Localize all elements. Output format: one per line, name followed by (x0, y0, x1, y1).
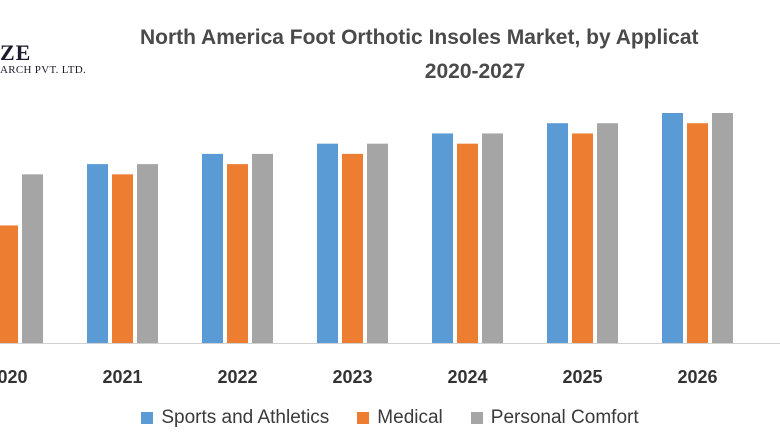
bar-2024-sports-and-athletics (432, 133, 453, 343)
bar-2023-sports-and-athletics (317, 143, 338, 343)
bar-2020-personal-comfort (22, 174, 43, 343)
bar-2025-personal-comfort (597, 123, 618, 343)
bar-2025-sports-and-athletics (547, 123, 568, 343)
bar-2022-sports-and-athletics (202, 153, 223, 343)
bar-2023-personal-comfort (367, 143, 388, 343)
legend-label: Medical (377, 407, 443, 428)
bar-2025-medical (572, 133, 593, 343)
legend-swatch (141, 412, 154, 424)
bar-2021-personal-comfort (137, 164, 158, 343)
legend-label: Personal Comfort (490, 407, 639, 428)
legend-item: Personal Comfort (470, 407, 639, 429)
company-logo: ZE ARCH PVT. LTD. (0, 40, 110, 77)
x-tick-label: 2026 (677, 367, 717, 387)
legend-label: Sports and Athletics (161, 407, 330, 428)
bar-2026-medical (687, 123, 708, 343)
bar-2023-medical (342, 153, 363, 343)
bar-2024-personal-comfort (482, 133, 503, 343)
chart-subtitle: 2020-2027 (424, 60, 526, 83)
bar-2022-medical (227, 164, 248, 343)
x-tick-label: 2023 (332, 367, 372, 387)
legend-item: Medical (357, 407, 443, 429)
legend-swatch (357, 412, 370, 424)
x-tick-label: 2021 (102, 367, 142, 387)
bar-2026-sports-and-athletics (662, 113, 683, 343)
bar-2021-sports-and-athletics (87, 164, 108, 343)
legend-item: Sports and Athletics (141, 407, 329, 429)
bar-2022-personal-comfort (252, 153, 273, 343)
bar-2024-medical (457, 143, 478, 343)
bar-2026-personal-comfort (712, 113, 733, 343)
legend-swatch (470, 412, 483, 424)
logo-subtext: ARCH PVT. LTD. (0, 64, 87, 76)
bar-2021-medical (112, 174, 133, 343)
x-tick-label: 2020 (0, 367, 28, 387)
x-tick-label: 2024 (447, 367, 487, 387)
chart-title: North America Foot Orthotic Insoles Mark… (140, 26, 699, 49)
logo-brand: ZE (0, 40, 32, 65)
bar-2020-medical (0, 225, 18, 343)
chart-legend: Sports and Athletics Medical Personal Comf… (0, 407, 780, 429)
x-tick-label: 2022 (217, 367, 257, 387)
x-tick-label: 2025 (562, 367, 602, 387)
